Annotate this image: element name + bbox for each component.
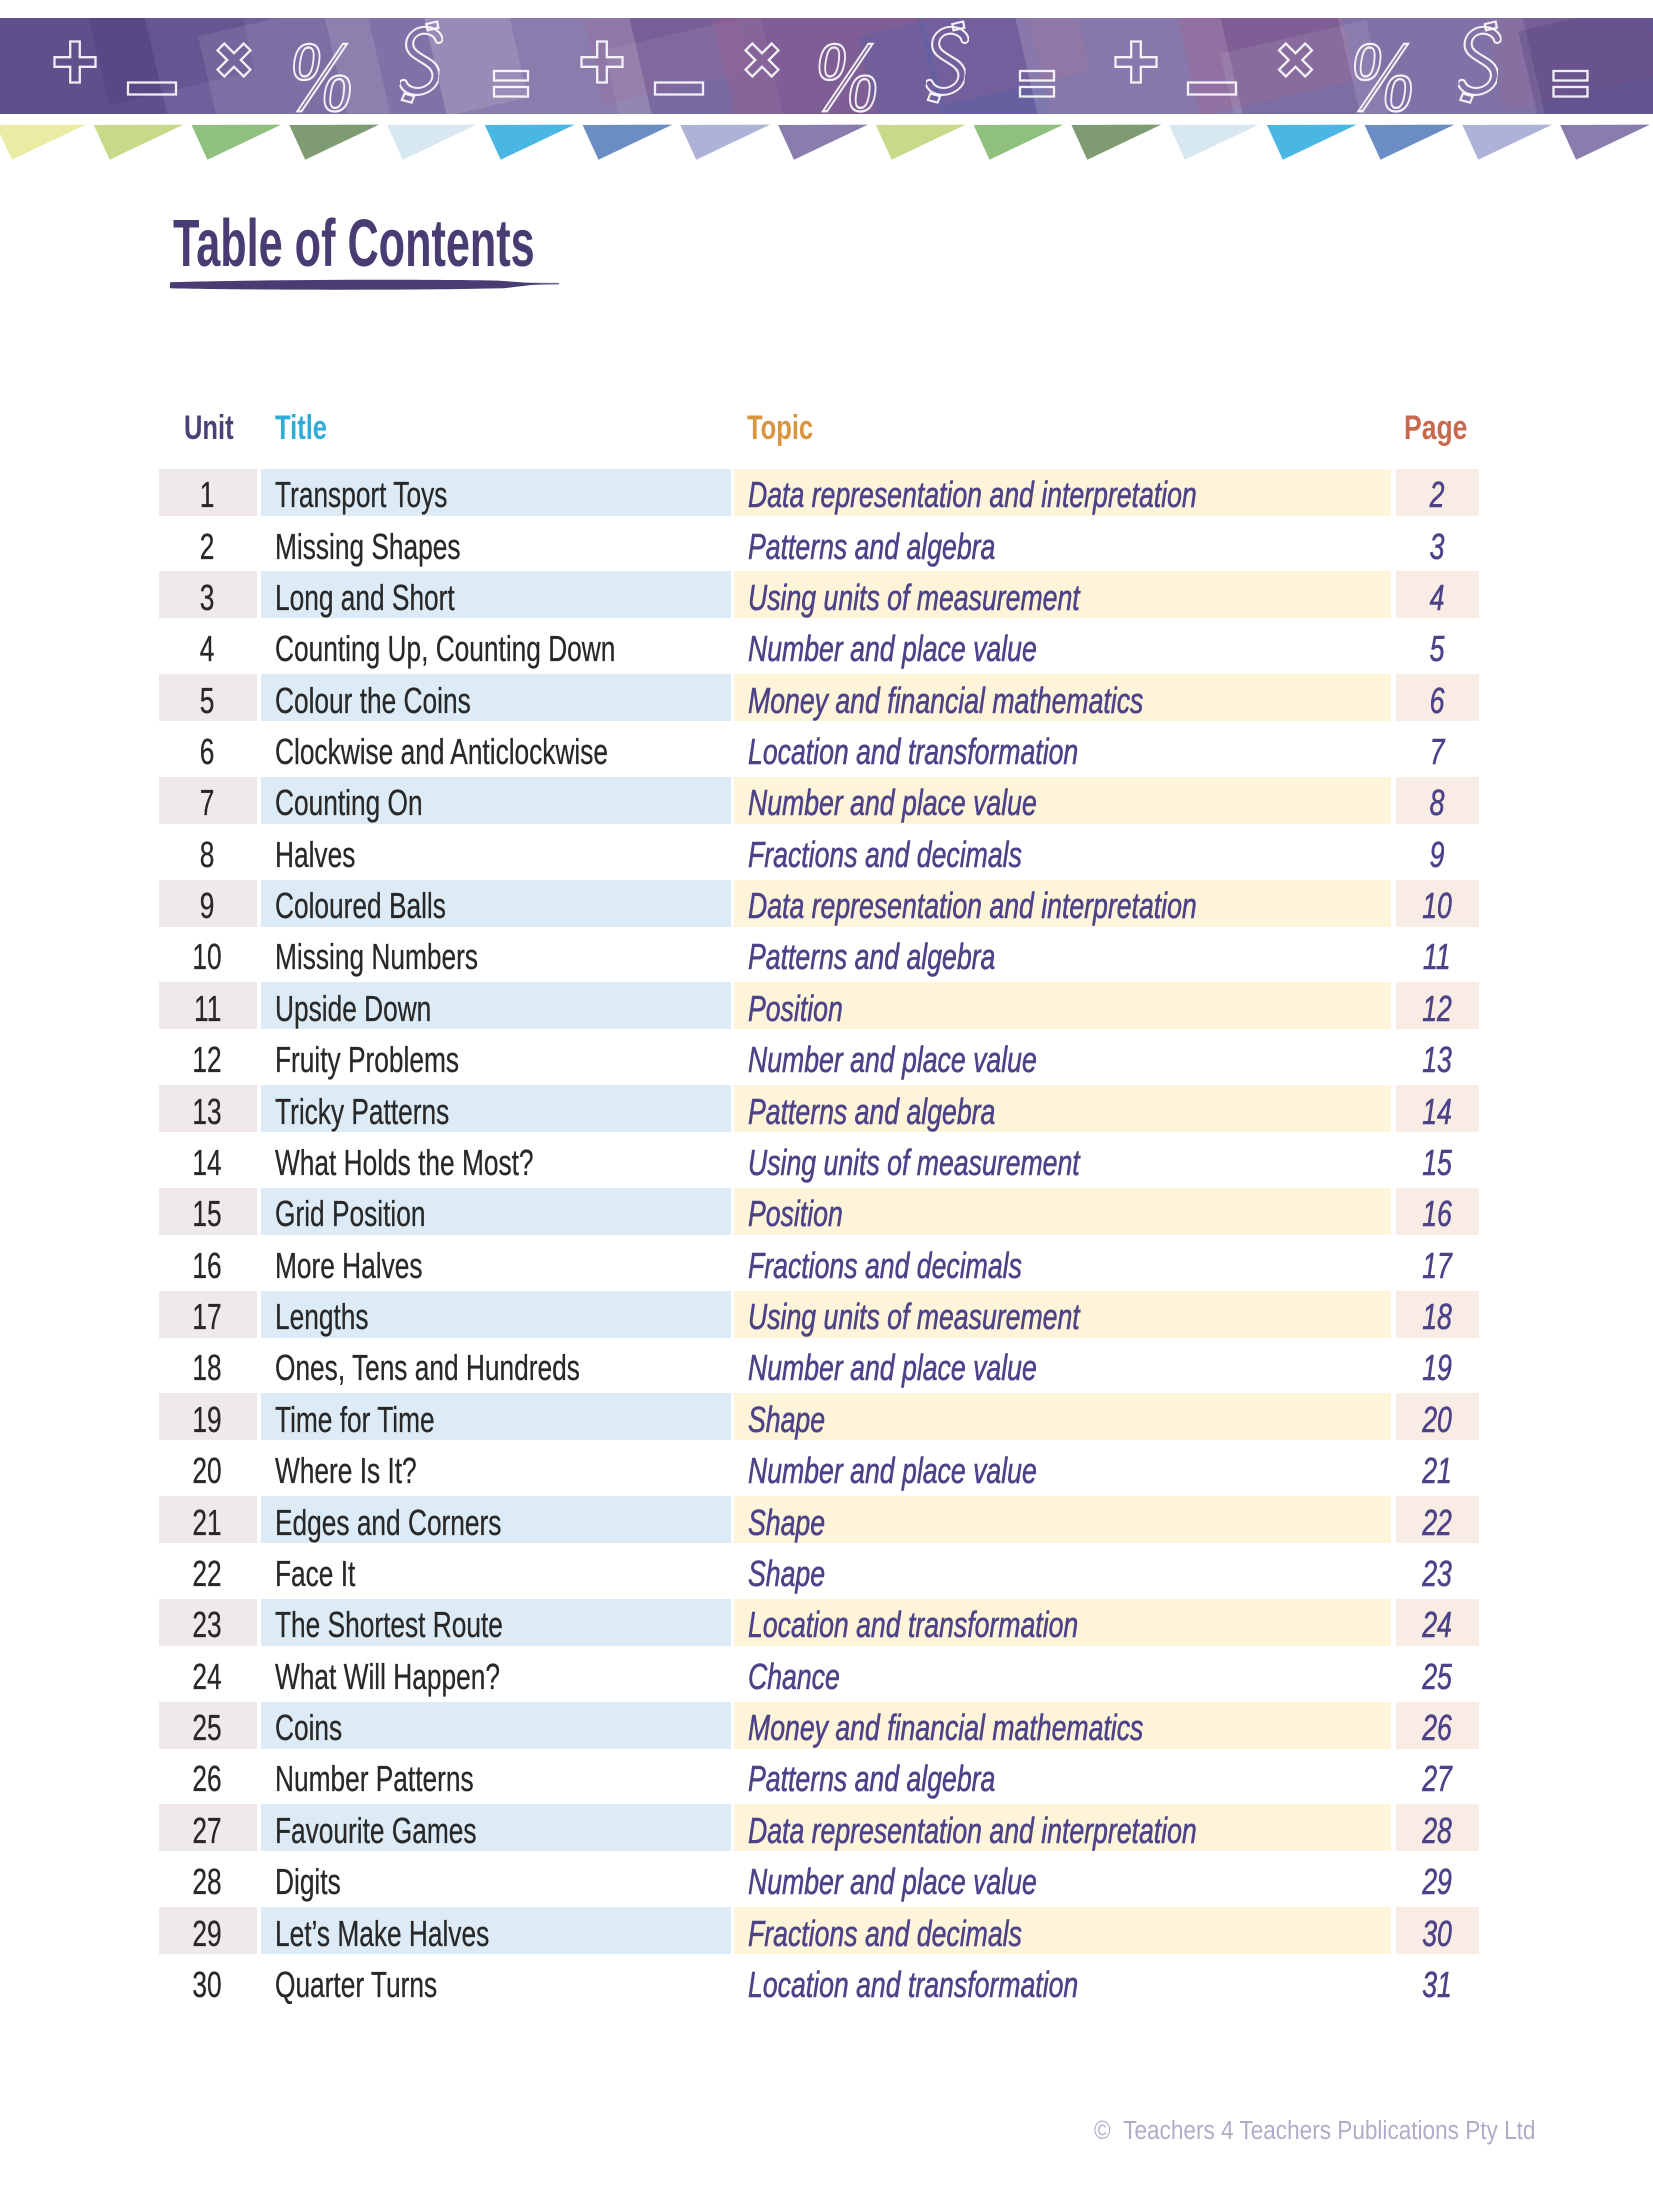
svg-text:%: % (1351, 22, 1416, 132)
svg-text:%: % (290, 22, 355, 132)
svg-text:%: % (815, 22, 880, 132)
